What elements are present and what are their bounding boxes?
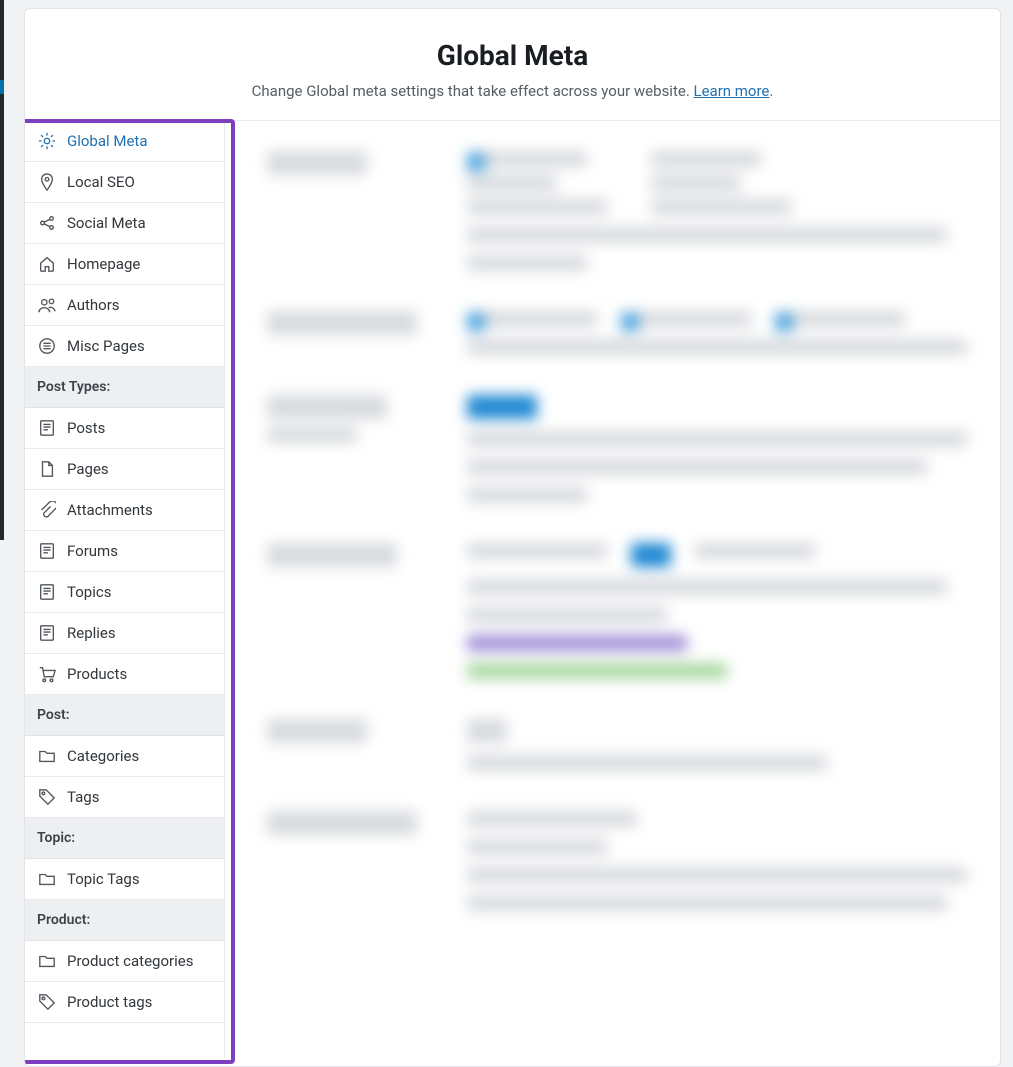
nav-item-replies[interactable]: Replies [25,613,224,654]
nav-item-label: Posts [67,419,105,437]
nav-item-pages[interactable]: Pages [25,449,224,490]
nav-section-header: Topic: [25,818,224,859]
panel-body: Global Meta Local SEO Social Meta Homepage A… [25,121,1000,1058]
post-icon [37,541,57,561]
folder-icon [37,951,57,971]
nav-item-label: Social Meta [67,214,146,232]
nav-item-authors[interactable]: Authors [25,285,224,326]
nav-item-label: Local SEO [67,173,135,191]
share-icon [37,213,57,233]
nav-item-forums[interactable]: Forums [25,531,224,572]
tag-icon [37,992,57,1012]
subtitle-text: Change Global meta settings that take ef… [252,82,694,100]
subtitle-period: . [769,82,773,100]
nav-item-label: Misc Pages [67,337,145,355]
page-subtitle: Change Global meta settings that take ef… [45,82,980,100]
nav-item-label: Authors [67,296,120,314]
admin-menu-active-indicator [0,80,4,94]
nav-item-product-tags[interactable]: Product tags [25,982,224,1023]
nav-section-header: Post Types: [25,367,224,408]
nav-item-attachments[interactable]: Attachments [25,490,224,531]
nav-item-label: Product categories [67,952,193,970]
learn-more-link[interactable]: Learn more [694,82,770,100]
nav-section-header: Product: [25,900,224,941]
nav-item-posts[interactable]: Posts [25,408,224,449]
nav-item-label: Tags [67,788,99,806]
authors-icon [37,295,57,315]
nav-item-categories[interactable]: Categories [25,736,224,777]
nav-item-products[interactable]: Products [25,654,224,695]
nav-item-label: Products [67,665,127,683]
settings-sidebar: Global Meta Local SEO Social Meta Homepage A… [25,121,225,1058]
nav-item-homepage[interactable]: Homepage [25,244,224,285]
tag-icon [37,787,57,807]
list-icon [37,336,57,356]
cart-icon [37,664,57,684]
nav-item-label: Categories [67,747,139,765]
post-icon [37,418,57,438]
nav-item-topic-tags[interactable]: Topic Tags [25,859,224,900]
nav-item-tags[interactable]: Tags [25,777,224,818]
page-icon [37,459,57,479]
panel-header: Global Meta Change Global meta settings … [25,9,1000,121]
nav-item-label: Global Meta [67,132,148,150]
nav-item-label: Homepage [67,255,140,273]
nav-item-local-seo[interactable]: Local SEO [25,162,224,203]
nav-item-label: Attachments [67,501,153,519]
nav-item-label: Topic Tags [67,870,140,888]
nav-item-product-categories[interactable]: Product categories [25,941,224,982]
nav-item-topics[interactable]: Topics [25,572,224,613]
nav-item-misc-pages[interactable]: Misc Pages [25,326,224,367]
nav-item-label: Topics [67,583,111,601]
nav-item-label: Forums [67,542,118,560]
post-icon [37,623,57,643]
settings-content-blurred [237,121,1000,1058]
clip-icon [37,500,57,520]
nav-item-label: Pages [67,460,109,478]
nav-section-header: Post: [25,695,224,736]
sidebar-container: Global Meta Local SEO Social Meta Homepage A… [25,121,237,1058]
settings-panel: Global Meta Change Global meta settings … [24,8,1001,1067]
nav-item-global-meta[interactable]: Global Meta [25,121,224,162]
nav-item-label: Replies [67,624,116,642]
gear-icon [37,131,57,151]
post-icon [37,582,57,602]
nav-item-social-meta[interactable]: Social Meta [25,203,224,244]
page-title: Global Meta [45,39,980,72]
nav-item-label: Product tags [67,993,152,1011]
pin-icon [37,172,57,192]
home-icon [37,254,57,274]
folder-icon [37,746,57,766]
folder-icon [37,869,57,889]
